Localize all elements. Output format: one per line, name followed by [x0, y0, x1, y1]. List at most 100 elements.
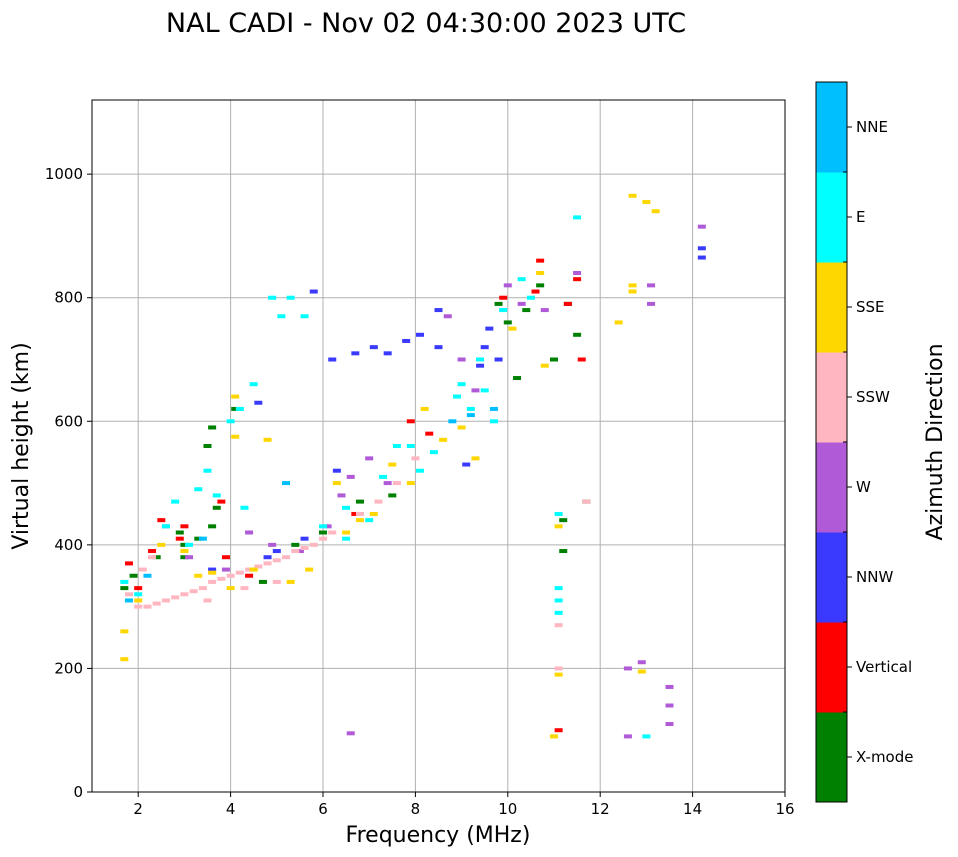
data-point: [309, 542, 318, 547]
data-point: [134, 604, 143, 609]
x-tick-label: 6: [318, 800, 328, 818]
data-point: [550, 357, 558, 362]
data-point: [573, 332, 582, 337]
data-point: [332, 481, 341, 486]
data-point: [647, 301, 656, 306]
data-point: [355, 499, 364, 504]
data-point: [221, 567, 230, 572]
data-point: [476, 357, 485, 362]
data-point: [554, 598, 563, 603]
data-point: [697, 246, 706, 251]
data-point: [665, 703, 674, 708]
data-point: [120, 586, 129, 591]
data-point: [434, 345, 443, 350]
data-point: [457, 425, 466, 430]
data-point: [355, 518, 364, 523]
data-point: [319, 530, 327, 535]
data-point: [526, 295, 535, 300]
data-point: [383, 351, 392, 356]
data-point: [208, 579, 217, 584]
data-points: [120, 193, 706, 739]
colorbar-segment: [816, 712, 847, 803]
data-point: [457, 382, 466, 387]
data-point: [124, 561, 133, 566]
data-point: [245, 530, 254, 535]
series-w: [161, 224, 706, 739]
data-point: [263, 561, 272, 566]
data-point: [245, 567, 254, 572]
data-point: [402, 338, 411, 343]
colorbar-frame: [815, 81, 848, 803]
colorbar-tick-label: SSW: [856, 388, 890, 406]
data-point: [282, 481, 291, 486]
data-point: [134, 592, 143, 597]
data-point: [272, 579, 281, 584]
data-point: [480, 345, 489, 350]
data-point: [120, 629, 129, 634]
data-point: [231, 394, 240, 399]
data-point: [143, 604, 152, 609]
data-point: [185, 542, 194, 547]
data-point: [573, 215, 582, 220]
data-point: [217, 576, 226, 581]
data-point: [517, 301, 526, 306]
data-point: [485, 326, 494, 331]
series-nnw: [208, 246, 706, 572]
data-point: [282, 555, 291, 560]
data-point: [175, 530, 184, 535]
data-point: [697, 255, 706, 260]
data-point: [365, 518, 374, 523]
data-point: [157, 518, 166, 523]
data-point: [665, 722, 674, 727]
data-point: [175, 536, 184, 541]
data-point: [208, 425, 217, 430]
data-point: [476, 363, 485, 368]
data-point: [198, 536, 207, 541]
data-point: [319, 536, 327, 541]
data-point: [157, 542, 166, 547]
x-tick-label: 4: [226, 800, 236, 818]
data-point: [240, 505, 249, 510]
data-point: [221, 555, 230, 560]
data-point: [152, 555, 161, 560]
data-point: [503, 320, 512, 325]
data-point: [138, 567, 147, 572]
colorbar-segment: [816, 442, 847, 533]
colorbar-segment: [816, 82, 847, 173]
data-point: [245, 573, 254, 578]
series-e: [120, 215, 651, 739]
data-point: [208, 570, 217, 575]
data-point: [429, 450, 438, 455]
data-point: [503, 283, 512, 288]
plot-area: [91, 99, 786, 793]
data-point: [642, 734, 651, 739]
data-point: [342, 536, 351, 541]
colorbar-label: Azimuth Direction: [923, 343, 948, 540]
data-point: [554, 524, 563, 529]
data-point: [258, 579, 267, 584]
series-x-mode: [120, 283, 591, 591]
y-tick-label: 600: [54, 412, 83, 430]
data-point: [550, 734, 558, 739]
data-point: [226, 586, 235, 591]
data-point: [194, 487, 203, 492]
data-point: [226, 573, 235, 578]
data-point: [406, 419, 415, 424]
data-point: [582, 499, 591, 504]
data-point: [124, 598, 133, 603]
data-point: [189, 589, 198, 594]
data-point: [212, 493, 221, 498]
data-point: [536, 283, 545, 288]
data-point: [554, 728, 563, 733]
data-point: [471, 456, 480, 461]
data-point: [554, 623, 563, 628]
data-point: [623, 734, 632, 739]
data-point: [536, 258, 545, 263]
data-point: [563, 301, 572, 306]
data-point: [194, 536, 203, 541]
data-point: [268, 542, 277, 547]
colorbar-tick-label: E: [856, 208, 865, 226]
data-point: [120, 579, 129, 584]
data-point: [411, 456, 420, 461]
